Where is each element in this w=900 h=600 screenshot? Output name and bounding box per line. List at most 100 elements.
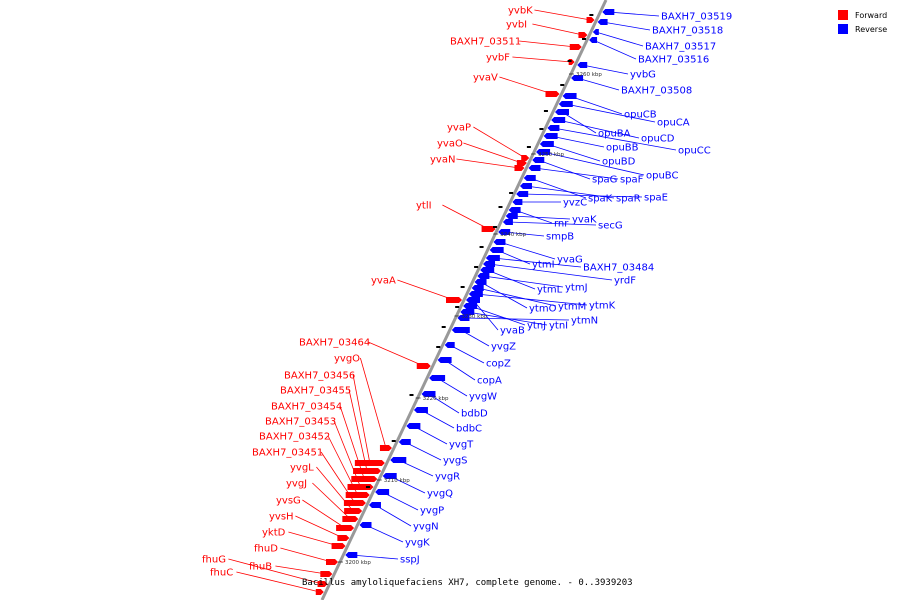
gene-reverse-baxh7-03517[interactable] — [592, 29, 599, 35]
gene-reverse-spae[interactable] — [516, 191, 529, 197]
gene-reverse-yvgs[interactable] — [398, 439, 411, 445]
gene-label-spaf[interactable]: spaF — [620, 175, 644, 186]
gene-label-opubc[interactable]: opuBC — [646, 171, 678, 182]
gene-arrow-yvan[interactable] — [514, 165, 525, 171]
gene-label-sspj[interactable]: sspJ — [400, 555, 420, 566]
gene-arrow-opubb[interactable] — [543, 133, 558, 139]
gene-reverse-rnr[interactable] — [508, 207, 521, 213]
gene-forward-yvav[interactable] — [545, 91, 560, 97]
gene-forward-ytli[interactable] — [481, 226, 496, 232]
gene-label-secg[interactable]: secG — [598, 221, 623, 232]
gene-arrow-baxh7-03453[interactable] — [347, 484, 374, 490]
gene-arrow-spag[interactable] — [532, 157, 545, 163]
gene-arrow-secg[interactable] — [502, 219, 513, 225]
gene-label-ytmj[interactable]: ytmJ — [565, 283, 588, 294]
gene-label-baxh7-03517[interactable]: BAXH7_03517 — [645, 42, 716, 53]
gene-arrow-opubc[interactable] — [536, 149, 551, 155]
gene-reverse-ytmn[interactable] — [457, 315, 470, 321]
gene-reverse-yvgt[interactable] — [406, 423, 421, 429]
gene-forward-baxh7-03453[interactable] — [347, 484, 374, 490]
gene-arrow-smpb[interactable] — [498, 229, 511, 235]
gene-reverse-spag[interactable] — [532, 157, 545, 163]
gene-reverse-opubd[interactable] — [539, 141, 554, 147]
gene-forward-yvgo[interactable] — [379, 445, 392, 451]
gene-arrow-bdbd[interactable] — [421, 391, 436, 397]
gene-arrow-fhub[interactable] — [320, 571, 333, 577]
gene-forward-yvbi[interactable] — [578, 32, 588, 38]
gene-arrow-ytnj[interactable] — [463, 303, 478, 309]
gene-label-yvbf[interactable]: yvbF — [486, 53, 510, 64]
gene-label-yvgo[interactable]: yvgO — [334, 354, 360, 365]
gene-arrow-ytmj[interactable] — [477, 273, 490, 279]
gene-label-copz[interactable]: copZ — [486, 359, 511, 370]
gene-reverse-baxh7-03516[interactable] — [589, 37, 598, 43]
gene-arrow-ytmm[interactable] — [471, 285, 484, 291]
gene-reverse-ytmo[interactable] — [474, 279, 487, 285]
gene-reverse-yvgw[interactable] — [429, 375, 446, 381]
gene-reverse-copa[interactable] — [437, 357, 452, 363]
gene-forward-yvan[interactable] — [514, 165, 525, 171]
gene-arrow-yvbg[interactable] — [577, 62, 588, 68]
gene-arrow-yrdf[interactable] — [483, 261, 496, 267]
gene-label-yvgz[interactable]: yvgZ — [491, 342, 516, 353]
gene-forward-baxh7-03511[interactable] — [569, 44, 582, 50]
gene-label-rnr[interactable]: rnr — [554, 219, 569, 230]
gene-arrow-yvag[interactable] — [493, 239, 506, 245]
gene-label-baxh7-03484[interactable]: BAXH7_03484 — [583, 263, 654, 274]
gene-arrow-opubd[interactable] — [539, 141, 554, 147]
gene-label-fhuc[interactable]: fhuC — [210, 568, 233, 579]
gene-arrow-ytni[interactable] — [460, 309, 475, 315]
gene-reverse-opuca[interactable] — [558, 101, 573, 107]
gene-arrow-yvao[interactable] — [516, 160, 527, 166]
gene-label-opucd[interactable]: opuCD — [641, 134, 675, 145]
gene-arrow-yvgn[interactable] — [368, 502, 381, 508]
gene-label-yvbg[interactable]: yvbG — [630, 70, 656, 81]
gene-arrow-fhug[interactable] — [317, 581, 328, 587]
gene-arrow-spae[interactable] — [516, 191, 529, 197]
gene-label-yvak[interactable]: yvaK — [572, 215, 597, 226]
gene-reverse-yvzc[interactable] — [512, 199, 523, 205]
gene-label-yvbk[interactable]: yvbK — [508, 6, 533, 17]
gene-label-ytmo[interactable]: ytmO — [529, 304, 557, 315]
gene-arrow-ytli[interactable] — [481, 226, 496, 232]
gene-reverse-opubb[interactable] — [543, 133, 558, 139]
gene-forward-fhuc[interactable] — [315, 589, 324, 595]
gene-forward-baxh7-03464[interactable] — [416, 363, 431, 369]
gene-label-yvan[interactable]: yvaN — [430, 155, 455, 166]
gene-arrow-yvbk[interactable] — [586, 17, 595, 23]
gene-reverse-opucc[interactable] — [547, 125, 560, 131]
gene-reverse-opucb[interactable] — [562, 93, 577, 99]
gene-label-yvgp[interactable]: yvgP — [420, 506, 444, 517]
gene-label-ytni[interactable]: ytnI — [549, 321, 568, 332]
gene-arrow-yvzc[interactable] — [512, 199, 523, 205]
gene-reverse-ytnj[interactable] — [463, 303, 478, 309]
gene-arrow-baxh7-03508[interactable] — [571, 75, 584, 81]
gene-arrow-yvaa[interactable] — [446, 297, 462, 303]
gene-forward-yvgj[interactable] — [342, 516, 359, 522]
gene-arrow-baxh7-03517[interactable] — [592, 29, 599, 35]
gene-label-baxh7-03518[interactable]: BAXH7_03518 — [652, 26, 723, 37]
gene-label-baxh7-03511[interactable]: BAXH7_03511 — [450, 37, 521, 48]
gene-arrow-yvbi[interactable] — [578, 32, 588, 38]
gene-arrow-baxh7-03451[interactable] — [343, 500, 366, 506]
gene-reverse-yvag[interactable] — [493, 239, 506, 245]
gene-arrow-opuca[interactable] — [558, 101, 573, 107]
gene-forward-baxh7-03455[interactable] — [353, 468, 382, 474]
gene-label-copa[interactable]: copA — [477, 376, 502, 387]
gene-arrow-spar[interactable] — [519, 183, 532, 189]
gene-arrow-yvgk[interactable] — [359, 522, 372, 528]
gene-arrow-yvgj[interactable] — [342, 516, 359, 522]
gene-label-yvao[interactable]: yvaO — [437, 139, 463, 150]
gene-forward-yvap[interactable] — [521, 155, 530, 161]
gene-label-bdbc[interactable]: bdbC — [456, 424, 482, 435]
gene-label-spak[interactable]: spaK — [588, 194, 613, 205]
gene-label-yvbi[interactable]: yvbI — [506, 20, 527, 31]
gene-forward-yvgl[interactable] — [344, 508, 363, 514]
gene-label-fhud[interactable]: fhuD — [254, 544, 278, 555]
gene-arrow-yvgp[interactable] — [375, 489, 390, 495]
legend-item-reverse[interactable]: Reverse — [838, 22, 887, 36]
gene-label-opuca[interactable]: opuCA — [657, 118, 690, 129]
gene-reverse-baxh7-03518[interactable] — [597, 19, 608, 25]
gene-label-yvgn[interactable]: yvgN — [413, 522, 439, 533]
gene-reverse-opubc[interactable] — [536, 149, 551, 155]
